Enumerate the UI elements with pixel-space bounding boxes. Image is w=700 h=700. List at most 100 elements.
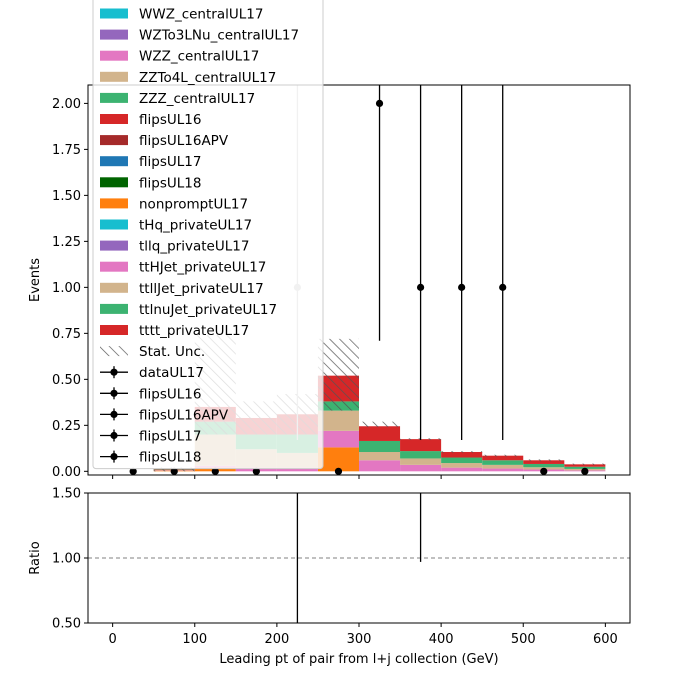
legend-entry-2: WZZ_centralUL17 [100, 49, 259, 65]
main-ytick-label-2: 0.50 [52, 373, 81, 388]
legend-label: ttHJet_privateUL17 [139, 260, 266, 276]
legend-swatch [100, 261, 128, 272]
main-ytick-label-4: 1.00 [52, 281, 81, 296]
ratio-xtick-label-2: 200 [264, 632, 289, 647]
main-ytick-label-6: 1.50 [52, 189, 81, 204]
legend-label: tHq_privateUL17 [139, 218, 252, 234]
legend-swatch [100, 71, 128, 82]
x-axis-label: Leading pt of pair from l+j collection (… [219, 652, 498, 667]
legend-marker [110, 410, 118, 418]
legend-swatch [100, 282, 128, 293]
legend-label: ZZZ_centralUL17 [139, 91, 255, 107]
legend-entry-13: ttllJet_privateUL17 [100, 281, 264, 297]
legend-label: WZZ_centralUL17 [139, 49, 259, 65]
ratio-y-axis-label: Ratio [28, 541, 43, 574]
legend-entry-20: flipsUL17 [100, 429, 201, 445]
legend-swatch [100, 135, 128, 146]
bar-ttllJet_privateUL17-bin-9 [482, 464, 524, 469]
legend-hatch-swatch [100, 346, 128, 357]
legend-label: tllq_privateUL17 [139, 239, 249, 255]
legend-marker [110, 389, 118, 397]
legend-entry-11: tllq_privateUL17 [100, 239, 249, 255]
bar-tttt_privateUL17-bin-6 [359, 426, 401, 441]
bar-tttt_privateUL17-bin-11 [564, 464, 606, 467]
data-point-3 [252, 467, 260, 475]
legend-label: WWZ_centralUL17 [139, 7, 263, 23]
main-ytick-label-7: 1.75 [52, 143, 81, 158]
bar-ttHJet_privateUL17-bin-8 [441, 467, 483, 472]
legend-label: flipsUL16APV [139, 407, 229, 423]
legend-box [92, 0, 324, 470]
main-ytick-label-3: 0.75 [52, 327, 81, 342]
main-ytick-label-0: 0.00 [52, 465, 81, 480]
bar-tttt_privateUL17-bin-7 [400, 439, 442, 452]
bar-ttHJet_privateUL17-bin-5 [317, 430, 359, 448]
legend-entry-16: Stat. Unc. [100, 344, 205, 360]
main-ytick-label-8: 2.00 [52, 97, 81, 112]
legend-swatch [100, 29, 128, 40]
data-point-11 [581, 467, 589, 475]
legend-entry-5: flipsUL16 [100, 112, 201, 128]
main-y-axis-label: Events [28, 258, 43, 302]
legend-label: flipsUL17 [139, 154, 201, 170]
legend-swatch [100, 219, 128, 230]
data-point-6 [375, 99, 384, 107]
ratio-ytick-label-2: 1.50 [52, 487, 81, 502]
bar-tttt_privateUL17-bin-10 [523, 460, 565, 464]
legend-entry-14: ttlnuJet_privateUL17 [100, 302, 277, 318]
data-point-7 [416, 283, 425, 291]
bar-ttllJet_privateUL17-bin-6 [359, 452, 401, 461]
legend-entry-9: nonpromptUL17 [100, 196, 248, 212]
legend-label: flipsUL16APV [139, 133, 229, 149]
legend-entry-19: flipsUL16APV [100, 407, 229, 423]
bar-ttllJet_privateUL17-bin-5 [317, 410, 359, 431]
stat-unc-band-bin-8 [441, 451, 483, 453]
legend-swatch [100, 325, 128, 335]
ratio-ytick-label-0: 0.50 [52, 617, 81, 632]
ratio-axes-frame [87, 492, 631, 624]
ratio-plot-area [88, 493, 630, 623]
legend-entry-7: flipsUL17 [100, 154, 201, 170]
data-point-10 [540, 467, 548, 475]
legend-entry-17: dataUL17 [100, 365, 204, 381]
bar-ttHJet_privateUL17-bin-9 [482, 468, 524, 472]
legend-marker [110, 453, 118, 461]
legend-swatch [100, 198, 128, 209]
data-point-9 [499, 283, 507, 291]
stat-unc-band-bin-9 [482, 454, 524, 457]
data-point-2 [211, 467, 219, 475]
legend-entry-4: ZZZ_centralUL17 [100, 91, 255, 107]
legend-swatch [100, 92, 128, 103]
legend-marker [110, 431, 118, 440]
legend: WWZ_centralUL17 WZTo3LNu_centralUL17 WZZ_c… [92, 0, 324, 470]
legend-swatch [100, 240, 128, 251]
legend-label: flipsUL18 [139, 450, 201, 466]
bar-ttHJet_privateUL17-bin-6 [359, 460, 401, 472]
legend-entry-15: tttt_privateUL17 [100, 323, 249, 339]
bar-ttHJet_privateUL17-bin-4 [276, 467, 318, 472]
ratio-y-ticks: 0.50 1.00 1.50 [52, 487, 88, 632]
bar-ttllJet_privateUL17-bin-8 [441, 463, 483, 468]
legend-entry-18: flipsUL16 [100, 386, 201, 402]
ratio-ytick-label-1: 1.00 [52, 552, 81, 567]
legend-label: dataUL17 [139, 365, 204, 381]
main-ytick-label-5: 1.25 [52, 235, 81, 250]
bar-ttlnuJet_privateUL17-bin-8 [441, 457, 483, 464]
bar-ttlnuJet_privateUL17-bin-6 [359, 440, 401, 453]
main-ytick-label-1: 0.25 [52, 419, 81, 434]
legend-entry-12: ttHJet_privateUL17 [100, 260, 266, 276]
legend-entry-0: WWZ_centralUL17 [100, 7, 263, 23]
legend-label: ttlnuJet_privateUL17 [139, 302, 277, 318]
legend-label: flipsUL16 [139, 386, 201, 402]
legend-label: ZZTo4L_centralUL17 [139, 70, 276, 86]
ratio-panel: 0.50 1.00 1.50 0 100 200 300 400 500 600 Ratio L… [28, 487, 631, 667]
bar-ttlnuJet_privateUL17-bin-9 [482, 460, 524, 465]
bar-ttlnuJet_privateUL17-bin-7 [400, 451, 442, 459]
ratio-x-ticks: 0 100 200 300 400 500 600 [108, 623, 618, 647]
legend-entry-3: ZZTo4L_centralUL17 [100, 70, 276, 86]
legend-entry-8: flipsUL18 [100, 175, 201, 191]
legend-marker [110, 368, 118, 376]
legend-swatch [100, 303, 128, 314]
legend-swatch [100, 50, 128, 61]
